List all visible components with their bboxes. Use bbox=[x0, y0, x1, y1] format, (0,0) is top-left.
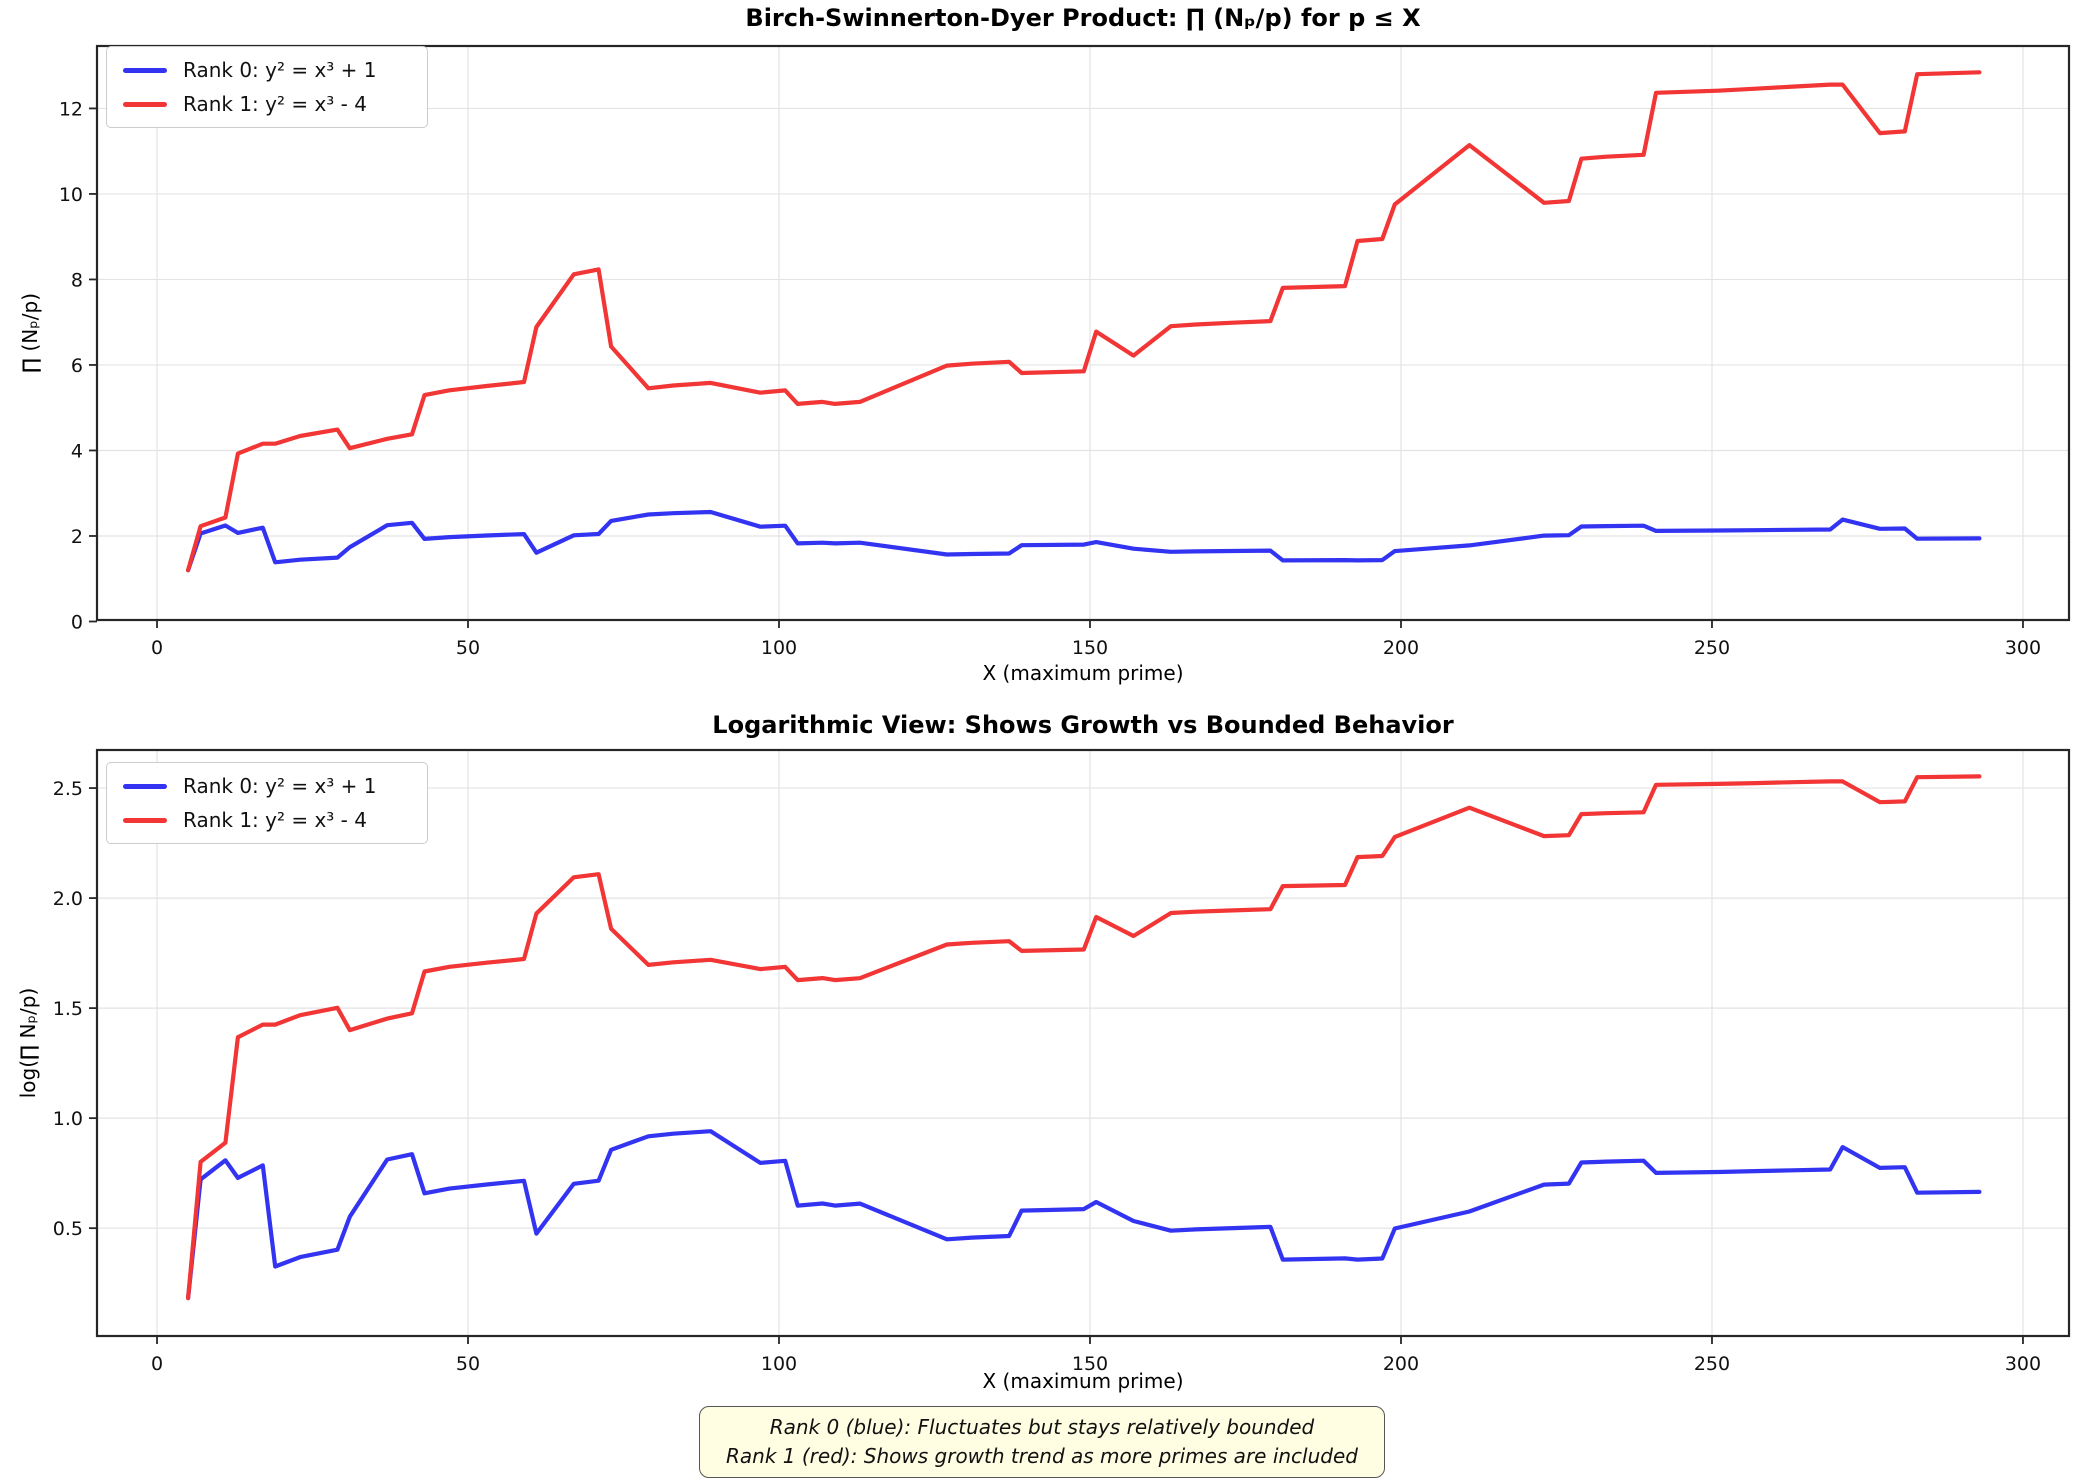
plot-border bbox=[95, 44, 2071, 622]
y-tick-label: 0.5 bbox=[53, 1218, 83, 1240]
rank0-line-swatch bbox=[123, 67, 167, 73]
chart1-legend: Rank 0: y² = x³ + 1 Rank 1: y² = x³ - 4 bbox=[106, 46, 428, 128]
y-tick-label: 6 bbox=[71, 355, 83, 377]
x-tick-label: 200 bbox=[1383, 637, 1419, 659]
series-line-rank0 bbox=[186, 1129, 1982, 1301]
legend-entry-rank0: Rank 0: y² = x³ + 1 bbox=[123, 58, 411, 82]
y-tick-label: 2.0 bbox=[53, 888, 83, 910]
x-tick-label: 100 bbox=[761, 1353, 797, 1375]
y-tick-label: 10 bbox=[59, 184, 83, 206]
y-tick-label: 1.5 bbox=[53, 998, 83, 1020]
x-tick-label: 150 bbox=[1072, 1353, 1108, 1375]
note-line-rank0: Rank 0 (blue): Fluctuates but stays rela… bbox=[769, 1415, 1315, 1439]
chart2-title: Logarithmic View: Shows Growth vs Bounde… bbox=[712, 711, 1454, 739]
legend-entry-rank1: Rank 1: y² = x³ - 4 bbox=[123, 92, 411, 116]
chart2-xlabel: X (maximum prime) bbox=[982, 1369, 1184, 1393]
chart1-title: Birch-Swinnerton-Dyer Product: ∏ (Nₚ/p) … bbox=[745, 4, 1421, 32]
chart1-ylabel: ∏ (Nₚ/p) bbox=[18, 292, 42, 374]
x-tick-label: 100 bbox=[761, 637, 797, 659]
x-tick-label: 300 bbox=[2005, 1353, 2041, 1375]
rank1-line-swatch bbox=[123, 101, 167, 107]
y-tick-label: 2 bbox=[71, 526, 83, 548]
legend-entry-rank1: Rank 1: y² = x³ - 4 bbox=[123, 808, 411, 832]
x-tick-label: 150 bbox=[1072, 637, 1108, 659]
y-tick-label: 1.0 bbox=[53, 1108, 83, 1130]
rank1-legend-label: Rank 1: y² = x³ - 4 bbox=[183, 92, 367, 116]
rank0-legend-label: Rank 0: y² = x³ + 1 bbox=[183, 58, 377, 82]
annotation-note-box: Rank 0 (blue): Fluctuates but stays rela… bbox=[699, 1406, 1385, 1478]
rank1-line-swatch bbox=[123, 817, 167, 823]
y-tick-label: 12 bbox=[59, 98, 83, 120]
note-line-rank1: Rank 1 (red): Shows growth trend as more… bbox=[726, 1444, 1358, 1468]
plot-border bbox=[95, 748, 2071, 1338]
x-tick-label: 50 bbox=[456, 1353, 480, 1375]
chart2-ylabel: log(∏ Nₚ/p) bbox=[16, 987, 40, 1099]
x-tick-label: 250 bbox=[1694, 1353, 1730, 1375]
y-tick-label: 4 bbox=[71, 440, 83, 462]
x-tick-label: 0 bbox=[151, 637, 163, 659]
legend-entry-rank0: Rank 0: y² = x³ + 1 bbox=[123, 774, 411, 798]
rank1-legend-label: Rank 1: y² = x³ - 4 bbox=[183, 808, 367, 832]
chart-0: 0 50 100 150 200 250 300 0 2 4 6 8 10 12 bbox=[59, 44, 2071, 659]
x-tick-label: 250 bbox=[1694, 637, 1730, 659]
y-tick-label: 2.5 bbox=[53, 778, 83, 800]
chart-1: 0 50 100 150 200 250 300 0.5 1.0 1.5 2.0 2.5 bbox=[53, 748, 2071, 1375]
rank0-legend-label: Rank 0: y² = x³ + 1 bbox=[183, 774, 377, 798]
series-line-rank1 bbox=[186, 70, 1982, 573]
x-tick-label: 50 bbox=[456, 637, 480, 659]
rank0-line-swatch bbox=[123, 783, 167, 789]
x-tick-label: 300 bbox=[2005, 637, 2041, 659]
y-tick-label: 8 bbox=[71, 269, 83, 291]
series-line-rank1 bbox=[186, 774, 1982, 1301]
x-tick-label: 200 bbox=[1383, 1353, 1419, 1375]
y-tick-label: 0 bbox=[71, 611, 83, 633]
series-line-rank0 bbox=[186, 509, 1982, 573]
chart2-legend: Rank 0: y² = x³ + 1 Rank 1: y² = x³ - 4 bbox=[106, 762, 428, 844]
chart1-xlabel: X (maximum prime) bbox=[982, 661, 1184, 685]
x-tick-label: 0 bbox=[151, 1353, 163, 1375]
